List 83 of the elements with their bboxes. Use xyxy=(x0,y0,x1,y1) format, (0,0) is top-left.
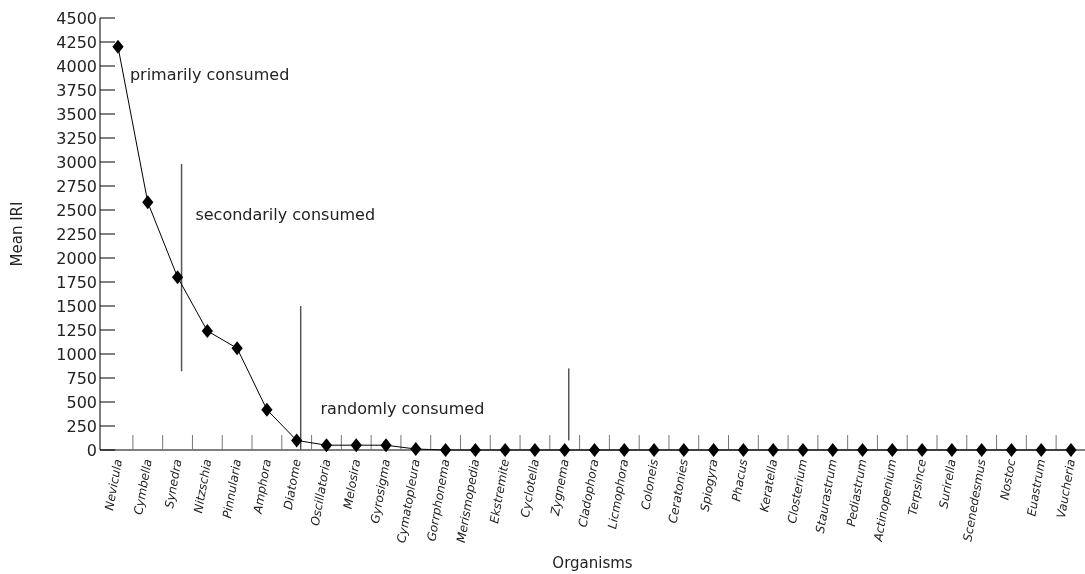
point xyxy=(499,443,511,457)
x-tick-label: Vaucheria xyxy=(1053,458,1078,520)
point xyxy=(856,443,869,457)
annotation: secondarily consumed xyxy=(195,204,376,224)
point xyxy=(1005,443,1018,457)
point xyxy=(439,443,452,457)
x-tick-label: Pediastrum xyxy=(843,458,870,528)
x-tick-label: Amphora xyxy=(250,458,274,516)
y-tick-label: 2750 xyxy=(56,176,97,196)
y-tick-label: 2250 xyxy=(56,224,97,244)
point xyxy=(797,443,809,457)
point xyxy=(588,443,601,457)
x-tick-label: Pinnularia xyxy=(219,458,245,520)
x-tick-label: Melosira xyxy=(340,458,364,511)
point xyxy=(261,402,273,417)
y-tick-label: 1750 xyxy=(56,272,97,292)
point xyxy=(410,442,422,457)
annotation: primarily consumed xyxy=(129,65,290,85)
point xyxy=(618,443,630,457)
point xyxy=(559,443,571,457)
x-tick-label: Spiogyra xyxy=(697,458,721,513)
y-tick-label: 2500 xyxy=(56,200,97,220)
y-tick-label: 500 xyxy=(66,392,97,412)
y-tick-label: 1250 xyxy=(56,320,97,340)
y-tick-label: 4000 xyxy=(56,56,97,76)
x-tick-label: Diatome xyxy=(280,458,304,511)
point xyxy=(827,443,839,457)
y-tick-label: 1500 xyxy=(56,296,97,316)
x-tick-label: Gyrosigma xyxy=(367,458,393,525)
point xyxy=(142,195,154,210)
x-tick-label: Oscillatoria xyxy=(307,458,334,527)
y-tick-label: 1000 xyxy=(56,344,97,364)
y-tick-label: 3000 xyxy=(56,152,97,172)
point xyxy=(1065,443,1077,457)
point xyxy=(648,443,660,457)
point xyxy=(291,433,303,448)
point xyxy=(171,270,184,285)
y-tick-label: 3750 xyxy=(56,80,97,100)
x-tick-label: Surirella xyxy=(936,458,959,510)
x-axis-title: Organisms xyxy=(552,554,633,572)
x-tick-label: Coloneis xyxy=(638,458,662,511)
x-tick-label: Synedra xyxy=(162,458,185,510)
x-tick-label: Euastrum xyxy=(1024,458,1049,518)
x-tick-label: Terpsince xyxy=(905,458,930,517)
point xyxy=(886,443,898,457)
point xyxy=(767,443,779,457)
y-tick-label: 3500 xyxy=(56,104,97,124)
point xyxy=(976,443,988,457)
point xyxy=(916,443,928,457)
point xyxy=(201,323,213,338)
point xyxy=(678,443,690,457)
x-tick-label: Nevicula xyxy=(102,458,125,512)
point xyxy=(469,443,481,457)
y-tick-label: 750 xyxy=(66,368,97,388)
point xyxy=(320,438,333,453)
point xyxy=(350,438,362,453)
point xyxy=(380,438,392,453)
point xyxy=(529,443,541,457)
point xyxy=(112,39,124,54)
point xyxy=(708,443,720,457)
y-tick-label: 4500 xyxy=(56,8,97,28)
y-tick-label: 3250 xyxy=(56,128,97,148)
annotation: randomly consumed xyxy=(320,398,485,418)
x-tick-label: Cladophora xyxy=(575,458,602,529)
x-tick-label: Keratella xyxy=(757,458,781,513)
point xyxy=(737,443,750,457)
y-axis-title: Mean IRI xyxy=(8,201,26,267)
y-tick-label: 250 xyxy=(66,416,97,436)
x-tick-label: Closterium xyxy=(784,458,810,525)
x-tick-label: Cyclotella xyxy=(517,458,542,519)
x-tick-label: Zygnema xyxy=(547,458,572,518)
point xyxy=(946,443,958,457)
y-tick-label: 2000 xyxy=(56,248,97,268)
point xyxy=(231,341,243,356)
x-tick-label: Phacus xyxy=(729,458,751,503)
x-tick-label: Cymbella xyxy=(131,458,155,516)
y-tick-label: 4250 xyxy=(56,32,97,52)
x-tick-label: Ekstremite xyxy=(487,458,513,525)
x-tick-label: Ceratonies xyxy=(665,458,691,525)
point xyxy=(1035,443,1047,457)
x-tick-label: Nitzschia xyxy=(191,458,215,515)
y-tick-label: 0 xyxy=(86,440,97,460)
x-tick-label: Nostoc xyxy=(997,457,1019,502)
